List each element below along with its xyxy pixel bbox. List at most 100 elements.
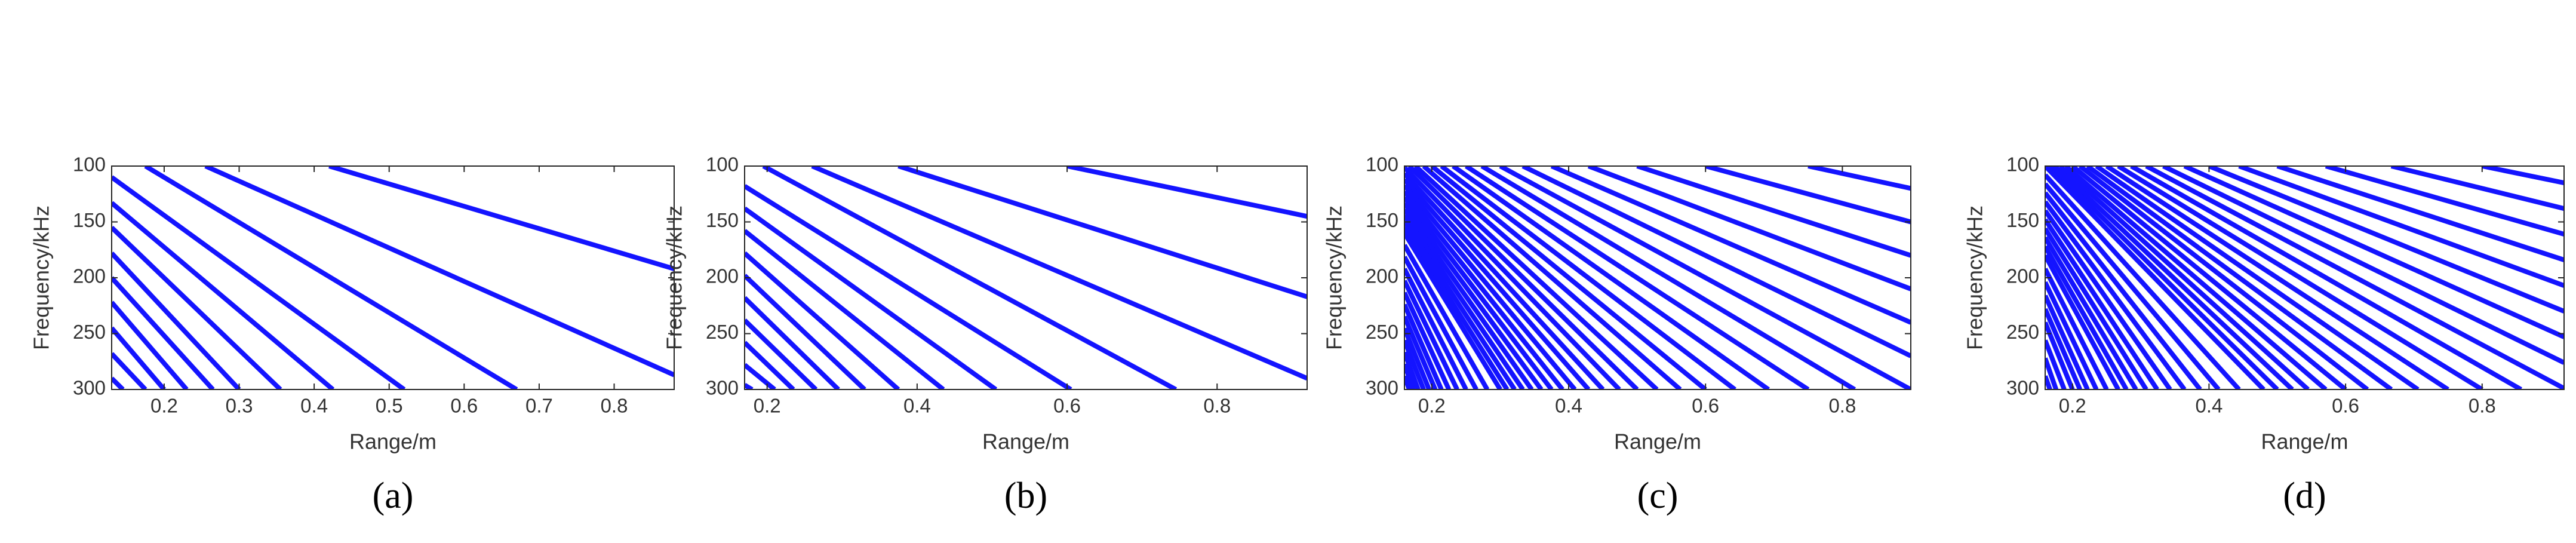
x-tick-label: 0.7 — [525, 395, 553, 417]
x-axis-label: Range/m — [982, 430, 1069, 454]
x-tick-label: 0.4 — [2195, 395, 2223, 417]
line-series — [1807, 166, 1911, 191]
line-series — [2071, 166, 2347, 389]
line-series — [1413, 166, 1659, 389]
line-series — [745, 318, 818, 389]
line-series — [745, 184, 1072, 389]
line-series — [2058, 166, 2310, 389]
line-series — [112, 352, 147, 389]
line-series — [1705, 166, 1911, 225]
line-series — [2162, 166, 2564, 365]
line-series — [2045, 191, 2202, 389]
line-series — [1407, 166, 1639, 389]
y-tick-label: 250 — [1366, 321, 1398, 343]
line-series — [2045, 200, 2187, 389]
x-tick-label: 0.8 — [1203, 395, 1231, 417]
line-series — [897, 166, 1307, 299]
y-tick-label: 300 — [73, 377, 106, 399]
line-series — [811, 166, 1307, 381]
line-series — [204, 166, 674, 378]
x-tick-label: 0.5 — [376, 395, 403, 417]
line-series — [1636, 166, 1911, 258]
y-tick-label: 300 — [706, 377, 739, 399]
line-series — [2105, 166, 2449, 389]
y-tick-label: 150 — [73, 209, 106, 231]
line-series — [2145, 166, 2564, 389]
line-series — [2045, 339, 2067, 389]
line-series — [1404, 292, 1452, 389]
x-tick-label: 0.2 — [150, 395, 178, 417]
line-series — [745, 274, 866, 389]
x-tick-label: 0.6 — [1692, 395, 1719, 417]
x-tick-label: 0.8 — [2469, 395, 2496, 417]
y-tick-label: 100 — [706, 154, 739, 176]
line-series — [2045, 245, 2129, 389]
line-series — [1404, 177, 1591, 389]
line-series — [1066, 166, 1307, 219]
line-series — [1404, 166, 1621, 389]
line-series — [745, 363, 776, 389]
line-series — [745, 251, 900, 389]
line-series — [2045, 182, 2221, 389]
y-tick-label: 300 — [2006, 377, 2039, 399]
y-tick-label: 200 — [1366, 265, 1398, 287]
x-axis-label: Range/m — [1614, 430, 1701, 454]
plot-area — [112, 166, 674, 389]
line-series — [1430, 166, 1707, 389]
subplot: 100 150 200 250 300 0.2 0.3 0.4 0.5 0.6 0.7 0.8 Rang… — [29, 154, 675, 516]
line-series — [2095, 166, 2420, 389]
line-series — [2045, 308, 2082, 389]
line-series — [1404, 232, 1502, 389]
line-series — [2045, 281, 2099, 389]
line-series — [1404, 208, 1534, 389]
line-series — [2208, 166, 2564, 314]
line-series — [112, 251, 241, 389]
subplot: 100 150 200 250 300 0.2 0.4 0.6 0.8 Range/m Freque… — [1963, 154, 2565, 516]
y-tick-label: 250 — [706, 321, 739, 343]
x-tick-label: 0.8 — [1828, 395, 1856, 417]
line-series — [1404, 214, 1525, 389]
y-tick-label: 200 — [2006, 265, 2039, 287]
line-series — [2045, 357, 2059, 389]
y-axis-label: Frequency/kHz — [1322, 205, 1347, 350]
line-series — [2325, 166, 2564, 237]
line-series — [2078, 166, 2369, 389]
line-series — [1404, 226, 1510, 389]
x-tick-label: 0.6 — [450, 395, 478, 417]
line-series — [1404, 244, 1490, 389]
line-series — [112, 376, 125, 389]
y-tick-label: 100 — [73, 154, 106, 176]
line-series — [2276, 166, 2564, 262]
line-series — [2045, 268, 2109, 389]
line-series — [2045, 209, 2172, 389]
line-series — [2238, 166, 2564, 288]
x-tick-label: 0.6 — [1053, 395, 1081, 417]
line-series — [1422, 166, 1682, 389]
line-series — [745, 383, 754, 389]
line-series — [1404, 363, 1416, 389]
subplot-label: (d) — [2283, 475, 2326, 516]
x-tick-label: 0.6 — [2332, 395, 2359, 417]
y-tick-label: 150 — [706, 209, 739, 231]
line-series — [2045, 236, 2138, 389]
x-tick-label: 0.2 — [754, 395, 781, 417]
y-tick-label: 250 — [73, 321, 106, 343]
line-series — [1587, 166, 1911, 292]
line-series — [328, 166, 674, 271]
line-series — [2064, 166, 2328, 389]
subplot-label: (b) — [1004, 475, 1047, 516]
line-series — [112, 201, 335, 389]
line-series — [1404, 189, 1564, 389]
y-tick-label: 150 — [1366, 209, 1398, 231]
y-tick-label: 150 — [2006, 209, 2039, 231]
subplot-label: (a) — [373, 475, 414, 516]
line-series — [1404, 268, 1468, 389]
line-series — [1404, 375, 1412, 389]
line-series — [1404, 315, 1438, 389]
line-series — [112, 276, 215, 389]
line-series — [2053, 166, 2294, 389]
line-series — [2045, 173, 2241, 389]
line-series — [112, 225, 282, 389]
y-tick-label: 100 — [1366, 154, 1398, 176]
line-series — [2183, 166, 2564, 339]
